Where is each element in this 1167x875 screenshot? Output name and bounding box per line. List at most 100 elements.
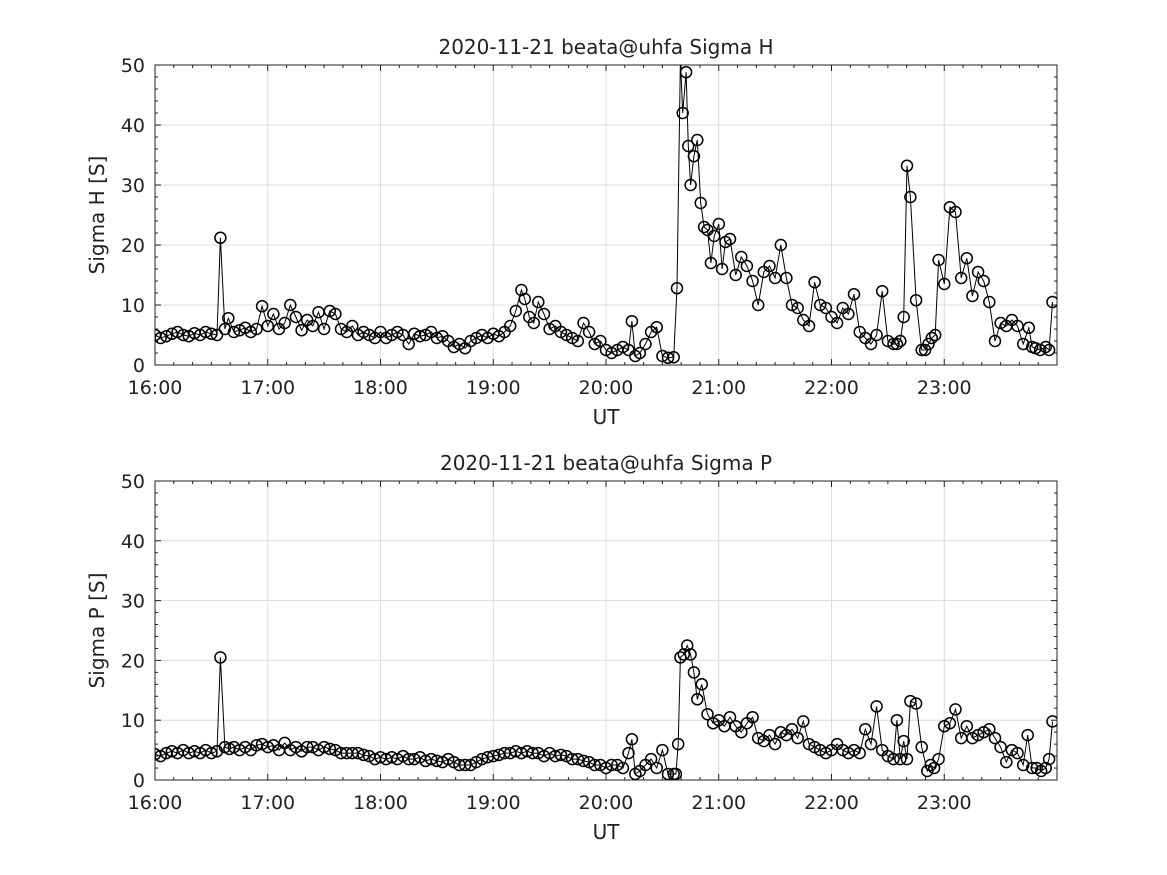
sigma-p-data-point xyxy=(671,737,685,751)
sigma-p-data-point xyxy=(870,700,883,713)
sigma-p-data-point xyxy=(669,767,683,780)
sigma-h-data-point xyxy=(571,334,585,348)
sigma-h-data-point xyxy=(284,298,297,312)
sigma-p-data-point xyxy=(205,746,218,760)
sigma-p-data-point xyxy=(625,733,639,746)
sigma-h-y-axis-label: Sigma H [S] xyxy=(85,156,109,275)
sigma-h-data-point xyxy=(819,301,833,315)
sigma-p-data-point xyxy=(571,752,585,766)
sigma-h-data-point xyxy=(1016,337,1030,351)
sigma-h-data-point xyxy=(413,329,427,343)
sigma-h-data-point xyxy=(966,289,979,303)
sigma-p-panel: 16:00 17:00 18:00 19:00 20:00 21:00 22:00 23:00… xyxy=(85,451,1058,844)
sigma-h-data-point xyxy=(909,293,923,307)
sigma-h-data-point xyxy=(890,337,904,351)
sigma-h-data-point xyxy=(875,284,889,298)
sigma-h-y-tick-label: 0 xyxy=(133,355,145,377)
sigma-p-data-point xyxy=(424,752,438,766)
sigma-h-data-point xyxy=(740,259,754,273)
sigma-h-y-tick-label: 10 xyxy=(121,295,145,317)
sigma-h-data-point xyxy=(938,277,951,291)
sigma-p-x-tick-label: 17:00 xyxy=(240,792,295,814)
sigma-p-data-point xyxy=(921,764,934,778)
sigma-p-data-point xyxy=(605,758,618,772)
sigma-p-data-point xyxy=(897,734,910,748)
sigma-h-data-point xyxy=(661,351,675,365)
sigma-h-data-point xyxy=(509,304,523,318)
sigma-h-data-point xyxy=(983,295,996,309)
sigma-p-data-point xyxy=(1021,728,1034,742)
sigma-h-data-point xyxy=(971,265,985,279)
sigma-p-data-point xyxy=(890,713,904,727)
sigma-p-y-tick-label: 30 xyxy=(121,591,145,613)
sigma-h-x-tick-label: 18:00 xyxy=(353,377,408,399)
sigma-h-data-point xyxy=(887,337,900,351)
sigma-h-data-point xyxy=(687,149,701,163)
sigma-h-data-point xyxy=(925,331,939,345)
sigma-h-data-point xyxy=(532,295,545,309)
sigma-p-x-tick-label: 20:00 xyxy=(579,792,634,814)
sigma-p-y-tick-label: 0 xyxy=(133,770,145,792)
sigma-p-data-point xyxy=(650,761,663,775)
sigma-h-data-point xyxy=(712,217,726,231)
sigma-h-data-point xyxy=(594,334,607,348)
sigma-p-data-point xyxy=(1046,715,1057,728)
sigma-h-data-point xyxy=(329,307,342,321)
sigma-p-data-point xyxy=(622,746,635,760)
sigma-h-panel: 16:00 17:00 18:00 19:00 20:00 21:00 22:00 23:00… xyxy=(85,35,1058,429)
sigma-p-data-point xyxy=(701,707,714,721)
sigma-h-data-point xyxy=(988,334,1002,348)
sigma-h-data-point xyxy=(278,316,291,330)
sigma-h-data-point xyxy=(199,325,212,339)
sigma-h-data-point xyxy=(735,250,748,264)
sigma-p-data-point xyxy=(983,722,996,736)
sigma-p-data-point xyxy=(1025,761,1039,775)
sigma-p-data-point xyxy=(723,710,737,724)
sigma-p-data-point xyxy=(924,758,937,772)
sigma-h-y-tick-label: 20 xyxy=(121,235,145,257)
sigma-h-data-point xyxy=(763,259,776,273)
sigma-h-data-point xyxy=(160,329,173,343)
sigma-h-x-axis-label: UT xyxy=(593,405,621,429)
sigma-h-data-point xyxy=(949,205,962,219)
sigma-p-data-point xyxy=(695,678,709,691)
sigma-h-data-point xyxy=(261,319,275,333)
sigma-p-data-point xyxy=(909,697,923,710)
sigma-h-x-tick-label: 19:00 xyxy=(466,377,521,399)
sigma-h-axes-box xyxy=(154,64,1058,366)
sigma-p-data-point xyxy=(351,746,365,760)
sigma-h-data-point xyxy=(1039,340,1052,354)
sigma-p-data-point xyxy=(458,758,472,772)
sigma-h-x-tick-label: 21:00 xyxy=(691,377,746,399)
sigma-h-data-point xyxy=(1042,343,1056,357)
sigma-h-data-point xyxy=(227,325,241,339)
sigma-p-data-point xyxy=(960,719,974,733)
sigma-h-data-point xyxy=(694,196,707,210)
sigma-p-data-point xyxy=(687,666,701,679)
sigma-h-data-point xyxy=(205,327,218,341)
sigma-h-data-point xyxy=(667,350,680,364)
sigma-h-data-point xyxy=(774,238,788,252)
sigma-h-data-point xyxy=(346,319,359,333)
sigma-h-data-point xyxy=(723,232,737,246)
sigma-h-data-point xyxy=(729,268,742,282)
sigma-h-y-tick-label: 30 xyxy=(121,175,145,197)
sigma-h-data-point xyxy=(582,325,596,339)
sigma-h-data-point xyxy=(704,256,718,270)
sigma-p-data-point xyxy=(1016,758,1030,772)
sigma-p-y-tick-label: 50 xyxy=(121,471,145,493)
sigma-p-data-point xyxy=(853,746,866,760)
sigma-h-data-point xyxy=(218,322,232,336)
sigma-h-data-point xyxy=(691,133,704,147)
sigma-h-data-point xyxy=(746,274,759,288)
sigma-h-data-point xyxy=(402,337,415,351)
sigma-p-data-point xyxy=(300,740,314,754)
sigma-h-data-point xyxy=(977,274,990,288)
sigma-h-data-point xyxy=(954,271,968,285)
sigma-p-x-tick-label: 23:00 xyxy=(917,792,972,814)
sigma-h-data-point xyxy=(918,343,932,357)
sigma-p-data-point xyxy=(988,731,1002,745)
sigma-p-data-point xyxy=(746,710,759,724)
sigma-h-data-point xyxy=(650,320,663,334)
